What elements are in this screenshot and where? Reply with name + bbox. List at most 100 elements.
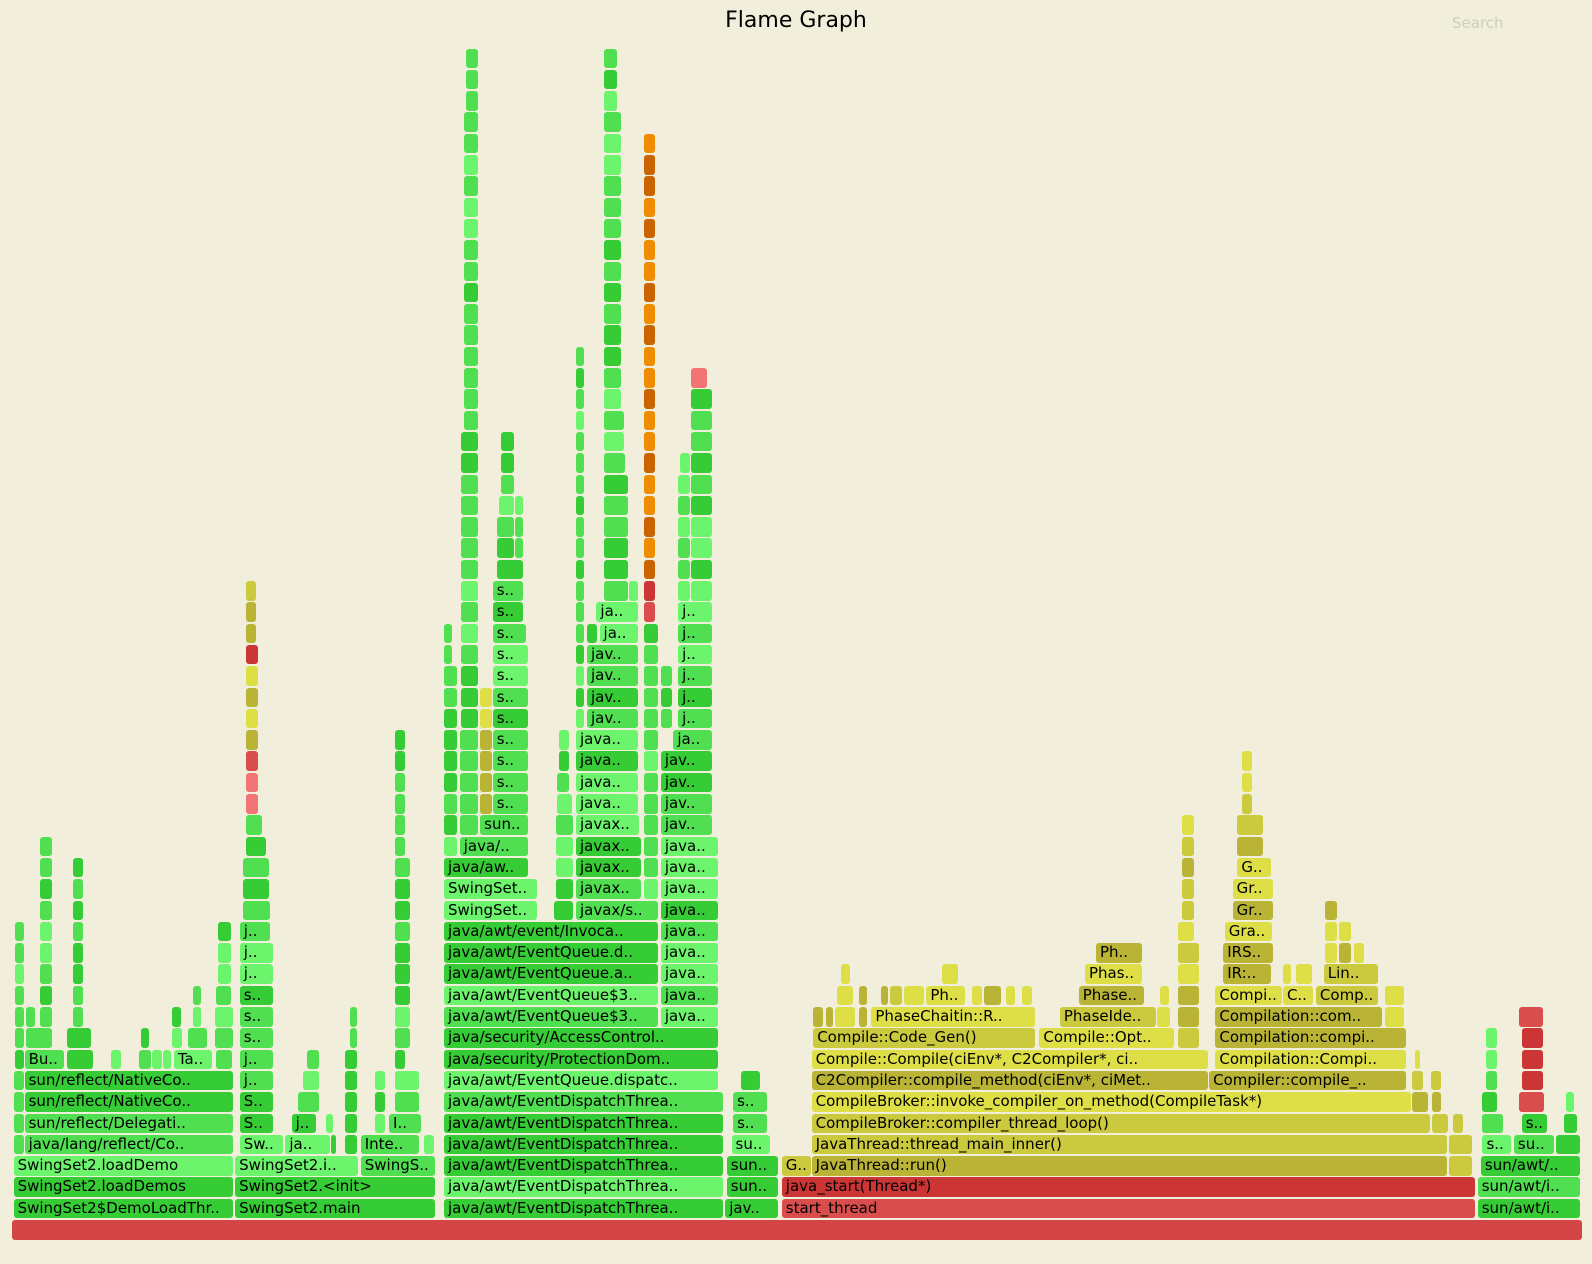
- frame[interactable]: [514, 495, 524, 516]
- frame[interactable]: ja..: [285, 1134, 330, 1155]
- frame[interactable]: [480, 751, 492, 771]
- frame[interactable]: [246, 687, 258, 707]
- frame[interactable]: [423, 1134, 434, 1155]
- frame[interactable]: [1237, 815, 1264, 835]
- frame[interactable]: [395, 964, 411, 984]
- frame[interactable]: [604, 431, 624, 452]
- frame[interactable]: [217, 943, 231, 963]
- frame[interactable]: Inte..: [360, 1134, 420, 1155]
- frame[interactable]: [40, 879, 52, 899]
- frame[interactable]: [678, 581, 690, 601]
- frame[interactable]: [73, 857, 84, 878]
- frame[interactable]: start_thread: [781, 1198, 1476, 1219]
- frame[interactable]: [1564, 1113, 1578, 1133]
- frame[interactable]: [464, 282, 478, 303]
- frame[interactable]: [140, 1028, 150, 1048]
- frame[interactable]: [1449, 1134, 1473, 1155]
- frame[interactable]: [444, 772, 458, 793]
- frame[interactable]: s..: [492, 644, 528, 665]
- frame[interactable]: [464, 112, 478, 132]
- frame[interactable]: [444, 751, 458, 771]
- frame[interactable]: jav..: [586, 687, 638, 707]
- frame[interactable]: [858, 1007, 868, 1027]
- frame[interactable]: [604, 368, 621, 388]
- frame[interactable]: [15, 1007, 24, 1027]
- frame[interactable]: [345, 1134, 357, 1155]
- frame[interactable]: S..: [239, 1113, 274, 1133]
- frame[interactable]: jav..: [725, 1198, 778, 1219]
- frame[interactable]: j..: [239, 1070, 274, 1091]
- frame[interactable]: [678, 495, 690, 516]
- frame[interactable]: [480, 772, 492, 793]
- frame[interactable]: j..: [239, 943, 274, 963]
- frame[interactable]: PhaseIde..: [1059, 1007, 1157, 1027]
- frame[interactable]: [66, 1049, 93, 1070]
- frame[interactable]: [242, 879, 269, 899]
- frame[interactable]: [464, 176, 478, 196]
- frame[interactable]: [1485, 1070, 1498, 1091]
- frame[interactable]: Gr..: [1232, 900, 1273, 920]
- frame[interactable]: java/security/ProtectionDom..: [444, 1049, 718, 1070]
- frame[interactable]: JavaThread::run(): [811, 1156, 1447, 1176]
- frame[interactable]: [459, 730, 478, 750]
- frame[interactable]: [643, 730, 659, 750]
- frame[interactable]: [575, 644, 585, 665]
- frame[interactable]: [643, 644, 659, 665]
- frame[interactable]: [15, 943, 24, 963]
- frame[interactable]: [1449, 1156, 1473, 1176]
- frame[interactable]: [643, 431, 656, 452]
- frame[interactable]: [497, 517, 514, 537]
- frame[interactable]: [575, 474, 585, 494]
- frame[interactable]: [1177, 943, 1199, 963]
- frame[interactable]: [690, 431, 712, 452]
- frame[interactable]: [15, 1028, 24, 1048]
- frame[interactable]: [643, 751, 659, 771]
- frame[interactable]: Compiler::compile_..: [1209, 1070, 1407, 1091]
- frame[interactable]: [110, 1049, 121, 1070]
- frame[interactable]: [678, 517, 690, 537]
- frame[interactable]: [395, 794, 406, 814]
- frame[interactable]: [500, 474, 514, 494]
- frame[interactable]: [1157, 1007, 1171, 1027]
- frame[interactable]: sun/awt/i..: [1477, 1198, 1581, 1219]
- frame[interactable]: Gr..: [1232, 879, 1273, 899]
- frame[interactable]: [13, 1092, 24, 1112]
- frame[interactable]: [604, 218, 621, 239]
- frame[interactable]: [444, 708, 458, 729]
- frame[interactable]: Compile::Code_Gen(): [813, 1028, 1036, 1048]
- frame[interactable]: j..: [678, 602, 712, 622]
- frame[interactable]: java/awt/EventDispatchThrea..: [444, 1134, 723, 1155]
- frame[interactable]: java/lang/reflect/Co..: [24, 1134, 233, 1155]
- frame[interactable]: [553, 900, 574, 920]
- frame[interactable]: java..: [660, 900, 718, 920]
- frame[interactable]: java/awt/EventDispatchThrea..: [444, 1113, 723, 1133]
- frame[interactable]: [514, 538, 524, 558]
- frame[interactable]: [466, 48, 478, 68]
- frame[interactable]: [1325, 900, 1337, 920]
- frame[interactable]: [1521, 1028, 1543, 1048]
- frame[interactable]: [555, 879, 574, 899]
- frame[interactable]: [444, 794, 458, 814]
- frame[interactable]: [459, 815, 478, 835]
- frame[interactable]: sun..: [480, 815, 528, 835]
- frame[interactable]: su..: [731, 1134, 770, 1155]
- frame[interactable]: [464, 133, 478, 154]
- frame[interactable]: [500, 453, 514, 473]
- frame[interactable]: [679, 453, 690, 473]
- frame[interactable]: [604, 495, 629, 516]
- frame[interactable]: java/awt/EventQueue.a..: [444, 964, 659, 984]
- frame[interactable]: [1414, 1049, 1421, 1070]
- frame[interactable]: [575, 708, 585, 729]
- frame[interactable]: [349, 1007, 357, 1027]
- frame[interactable]: [575, 538, 585, 558]
- frame[interactable]: [13, 1113, 24, 1133]
- frame[interactable]: SwingSet2.<init>: [235, 1177, 436, 1197]
- frame[interactable]: [604, 282, 621, 303]
- frame[interactable]: [643, 218, 656, 239]
- frame[interactable]: Gra..: [1224, 921, 1273, 942]
- frame[interactable]: [444, 644, 453, 665]
- frame[interactable]: [575, 453, 585, 473]
- frame[interactable]: [1237, 836, 1264, 857]
- frame[interactable]: [395, 1070, 420, 1091]
- frame[interactable]: [345, 1092, 357, 1112]
